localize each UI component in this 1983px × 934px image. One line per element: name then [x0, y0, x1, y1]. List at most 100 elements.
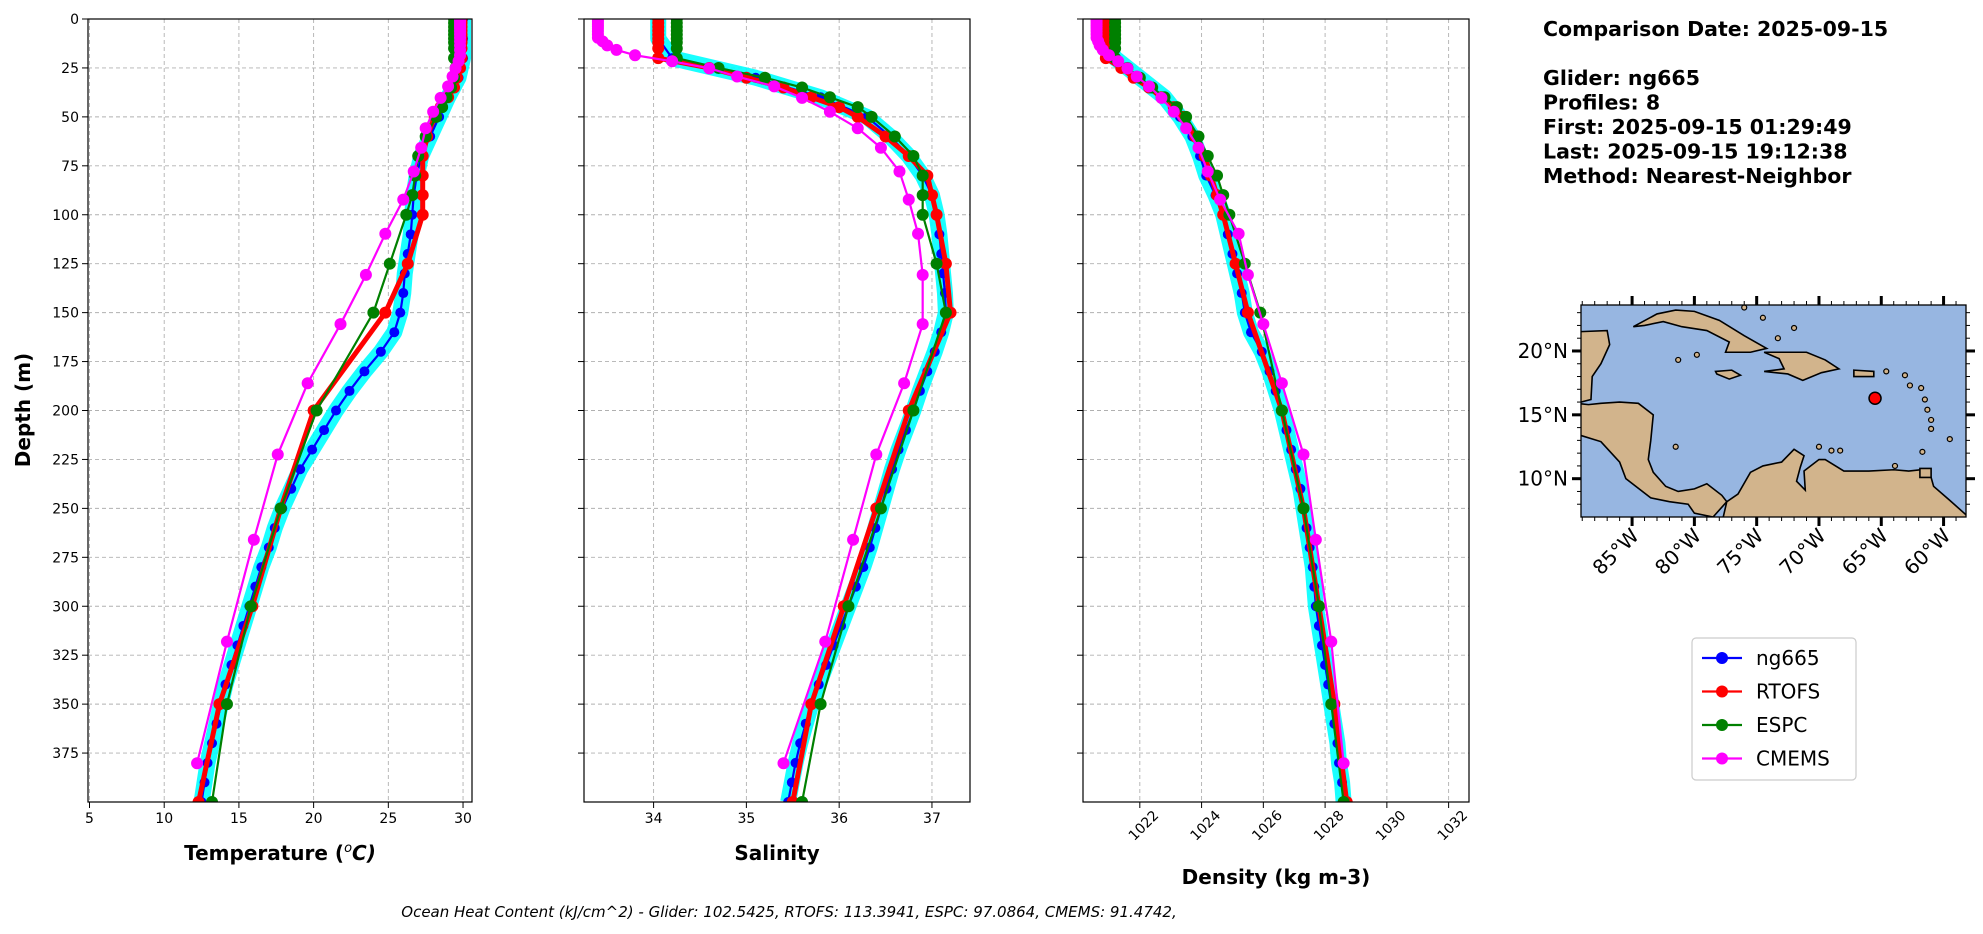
data-point: [823, 91, 836, 104]
data-point: [916, 189, 929, 202]
panel-density: 1022 1024 1026 1028 1030 1032: [1077, 18, 1471, 845]
data-point: [1309, 533, 1322, 546]
y-tick-label: 25: [61, 61, 79, 77]
lat-tick-label: 10°N: [1518, 467, 1568, 491]
data-point: [1201, 150, 1214, 163]
land-yucatan: [1581, 329, 1611, 403]
legend-marker: [1716, 752, 1728, 765]
land-jamaica: [1714, 369, 1743, 380]
legend: ng665 RTOFS ESPC CMEMS: [1691, 637, 1857, 781]
axes-frame: [1082, 18, 1470, 803]
legend-entry-CMEMS: CMEMS: [1702, 747, 1830, 771]
lon-tick-label: 60°W: [1899, 523, 1955, 579]
data-point: [1180, 110, 1193, 123]
data-point: [842, 600, 855, 613]
data-point: [1121, 62, 1134, 75]
x-tick-label: 15: [230, 811, 248, 827]
data-point: [1130, 70, 1143, 83]
data-point: [819, 635, 832, 648]
data-point: [331, 405, 342, 416]
y-tick-label: 350: [52, 697, 79, 713]
glider-location-marker: [1868, 391, 1882, 405]
data-point: [768, 80, 781, 93]
x-tick-label: 1028: [1311, 808, 1348, 845]
land-central-america: [1581, 401, 1728, 517]
x-axis-label-density: Density (kg m-3): [1182, 865, 1371, 889]
x-tick-label: 5: [85, 811, 94, 827]
y-tick-label: 100: [52, 208, 79, 224]
data-point: [1102, 49, 1115, 62]
data-point: [1275, 404, 1288, 417]
series-CMEMS: [191, 19, 467, 770]
data-point: [823, 105, 836, 118]
panel-salinity: 34 35 36 37: [578, 18, 971, 827]
island: [1828, 447, 1835, 454]
lon-tick-label: 75°W: [1712, 523, 1768, 579]
island: [1901, 372, 1909, 379]
data-point: [916, 208, 929, 221]
island: [1675, 356, 1682, 364]
data-point: [939, 306, 952, 319]
x-axis-label-temperature: Temperature (oC): [184, 841, 376, 865]
data-point: [1241, 306, 1254, 319]
data-point: [220, 698, 233, 711]
y-tick-label: 225: [52, 452, 79, 468]
data-point: [851, 101, 864, 114]
data-point: [916, 169, 929, 182]
land-south-america: [1722, 448, 1966, 517]
land-trinidad: [1919, 467, 1932, 479]
legend-marker: [1716, 719, 1728, 731]
data-point: [1297, 502, 1310, 515]
data-point: [407, 165, 420, 178]
data-point: [442, 80, 455, 93]
data-point: [415, 141, 428, 154]
data-point: [893, 165, 906, 178]
data-point: [220, 635, 233, 648]
y-tick-label: 175: [52, 355, 79, 371]
data-point: [436, 101, 449, 114]
series-ESPC: [1109, 19, 1350, 802]
data-point: [874, 141, 887, 154]
data-layer: [1090, 19, 1353, 802]
series-CMEMS: [591, 19, 929, 770]
info-line: First: 2025-09-15 01:29:49: [1543, 115, 1852, 139]
legend-label: RTOFS: [1756, 680, 1820, 704]
data-point: [401, 257, 414, 270]
lat-tick-label: 20°N: [1518, 339, 1568, 363]
data-point: [786, 796, 799, 802]
y-tick-label: 250: [52, 501, 79, 517]
island: [1774, 335, 1781, 342]
x-tick-label: 1022: [1126, 808, 1163, 845]
data-point: [777, 757, 790, 770]
x-tick-label: 36: [830, 811, 848, 827]
lon-tick-label: 80°W: [1650, 523, 1706, 579]
x-tick-label: 1024: [1188, 808, 1225, 845]
data-point: [379, 306, 392, 319]
y-tick-label: 275: [52, 550, 79, 566]
series-CMEMS: [1090, 19, 1350, 770]
y-tick-label: 50: [61, 110, 79, 126]
data-point: [1232, 227, 1245, 240]
data-point: [192, 796, 205, 802]
data-point: [1241, 268, 1254, 281]
data-point: [1201, 165, 1214, 178]
legend-box: [1691, 637, 1857, 781]
data-point: [930, 208, 943, 221]
data-point: [898, 377, 911, 390]
data-point: [902, 193, 915, 206]
data-point: [359, 268, 372, 281]
data-point: [1155, 91, 1168, 104]
series-line: [1095, 19, 1345, 764]
data-point: [851, 110, 864, 123]
x-tick-label: 30: [454, 811, 472, 827]
data-point: [888, 130, 901, 143]
data-point: [405, 229, 416, 240]
land-cuba: [1632, 309, 1769, 354]
data-point: [874, 502, 887, 515]
x-tick-label: 10: [155, 811, 173, 827]
island: [1815, 443, 1823, 450]
info-line: Profiles: 8: [1543, 91, 1660, 115]
data-point: [907, 404, 920, 417]
data-point: [912, 227, 925, 240]
